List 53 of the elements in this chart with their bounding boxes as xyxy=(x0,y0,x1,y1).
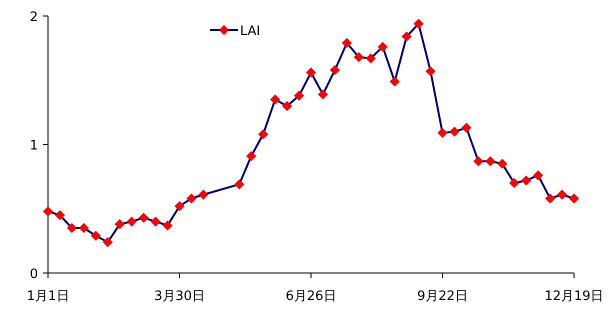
x-tick-label: 9月22日 xyxy=(417,289,468,304)
legend-label: LAI xyxy=(240,24,260,39)
point xyxy=(246,151,256,162)
point xyxy=(390,76,400,87)
point xyxy=(557,190,568,200)
point xyxy=(174,201,184,212)
point xyxy=(485,156,496,166)
point xyxy=(330,64,340,75)
point xyxy=(521,175,532,186)
point xyxy=(402,32,412,42)
point xyxy=(438,128,448,138)
point xyxy=(533,170,544,180)
x-tick-label: 6月26日 xyxy=(286,289,336,304)
point xyxy=(270,94,280,105)
point xyxy=(461,122,472,133)
y-tick-label: 1 xyxy=(30,138,38,154)
x-tick-label: 12月19日 xyxy=(544,289,604,304)
point xyxy=(162,220,173,230)
point xyxy=(449,126,460,137)
point xyxy=(198,190,208,200)
point xyxy=(473,156,484,166)
point xyxy=(366,53,376,64)
point xyxy=(102,237,113,248)
point xyxy=(497,158,508,169)
point xyxy=(78,223,89,234)
x-tick-label: 3月30日 xyxy=(154,289,205,304)
point xyxy=(114,219,125,230)
point xyxy=(150,216,161,227)
point xyxy=(66,223,77,234)
point xyxy=(54,210,65,220)
point xyxy=(306,68,316,78)
point xyxy=(426,66,436,76)
point xyxy=(138,212,149,223)
point xyxy=(258,129,268,140)
point xyxy=(234,179,244,190)
point xyxy=(545,193,556,204)
legend: LAI xyxy=(210,24,260,39)
point xyxy=(318,89,328,100)
point xyxy=(90,230,101,241)
point xyxy=(186,193,196,204)
point xyxy=(342,38,352,48)
point xyxy=(294,90,304,101)
point xyxy=(43,206,53,216)
point xyxy=(126,216,137,227)
point xyxy=(282,100,292,111)
point xyxy=(354,52,364,62)
y-tick-label: 2 xyxy=(30,10,38,25)
y-tick-label: 0 xyxy=(30,267,38,282)
x-tick-label: 1月1日 xyxy=(26,289,70,304)
point xyxy=(569,193,579,204)
point xyxy=(414,18,424,29)
point xyxy=(378,42,388,52)
point xyxy=(509,178,520,188)
